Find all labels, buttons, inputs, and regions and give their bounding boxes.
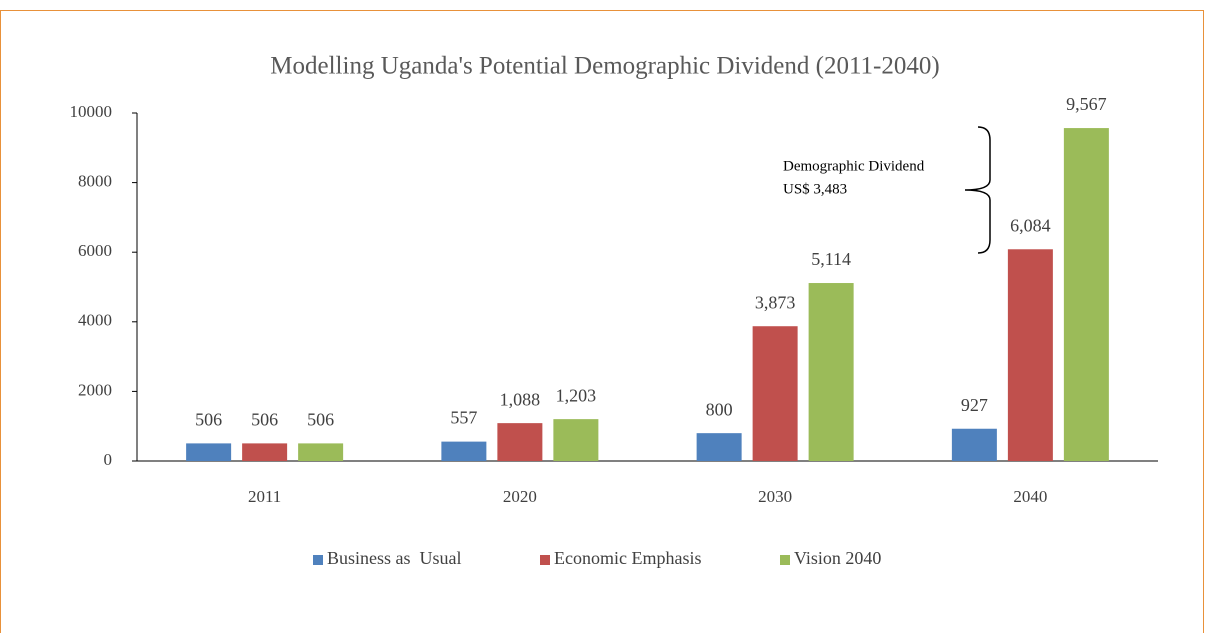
x-tick-label: 2011 bbox=[248, 487, 281, 506]
y-tick-label: 10000 bbox=[70, 102, 113, 121]
data-label: 800 bbox=[706, 399, 733, 419]
legend-label: Vision 2040 bbox=[794, 548, 881, 568]
bar bbox=[1063, 128, 1109, 461]
data-label: 5,114 bbox=[811, 249, 851, 269]
data-label: 1,203 bbox=[556, 385, 597, 405]
annotation: Demographic Dividend bbox=[783, 158, 925, 174]
x-tick-label: 2020 bbox=[503, 487, 537, 506]
legend-swatch bbox=[313, 555, 323, 565]
x-tick-label: 2030 bbox=[758, 487, 792, 506]
data-label: 506 bbox=[307, 410, 334, 430]
annotation-brace bbox=[964, 126, 991, 254]
data-label: 6,084 bbox=[1010, 215, 1051, 235]
data-label: 506 bbox=[195, 410, 222, 430]
data-label: 557 bbox=[450, 408, 477, 428]
legend-swatch bbox=[780, 555, 790, 565]
y-tick-label: 0 bbox=[104, 450, 113, 469]
y-tick-label: 8000 bbox=[78, 172, 112, 191]
legend-label: Business as Usual bbox=[327, 548, 462, 568]
bar bbox=[696, 433, 742, 461]
bar bbox=[242, 443, 288, 461]
bar bbox=[441, 441, 487, 461]
data-label: 3,873 bbox=[755, 292, 796, 312]
bar bbox=[808, 283, 854, 461]
bar bbox=[186, 443, 232, 461]
chart-title: Modelling Uganda's Potential Demographic… bbox=[270, 53, 939, 80]
bar bbox=[298, 443, 344, 461]
bar bbox=[553, 419, 599, 461]
y-tick-label: 6000 bbox=[78, 241, 112, 260]
bar bbox=[1007, 249, 1053, 461]
data-label: 927 bbox=[961, 395, 988, 415]
data-label: 9,567 bbox=[1066, 94, 1107, 114]
data-label: 506 bbox=[251, 410, 278, 430]
chart-border bbox=[0, 10, 1204, 633]
x-tick-label: 2040 bbox=[1013, 487, 1047, 506]
bar bbox=[951, 428, 997, 461]
y-tick-label: 4000 bbox=[78, 311, 112, 330]
data-label: 1,088 bbox=[500, 389, 541, 409]
bar bbox=[497, 423, 543, 461]
legend-label: Economic Emphasis bbox=[554, 548, 701, 568]
y-tick-label: 2000 bbox=[78, 380, 112, 399]
bar bbox=[752, 326, 798, 461]
annotation: US$ 3,483 bbox=[783, 181, 847, 197]
legend-swatch bbox=[540, 555, 550, 565]
